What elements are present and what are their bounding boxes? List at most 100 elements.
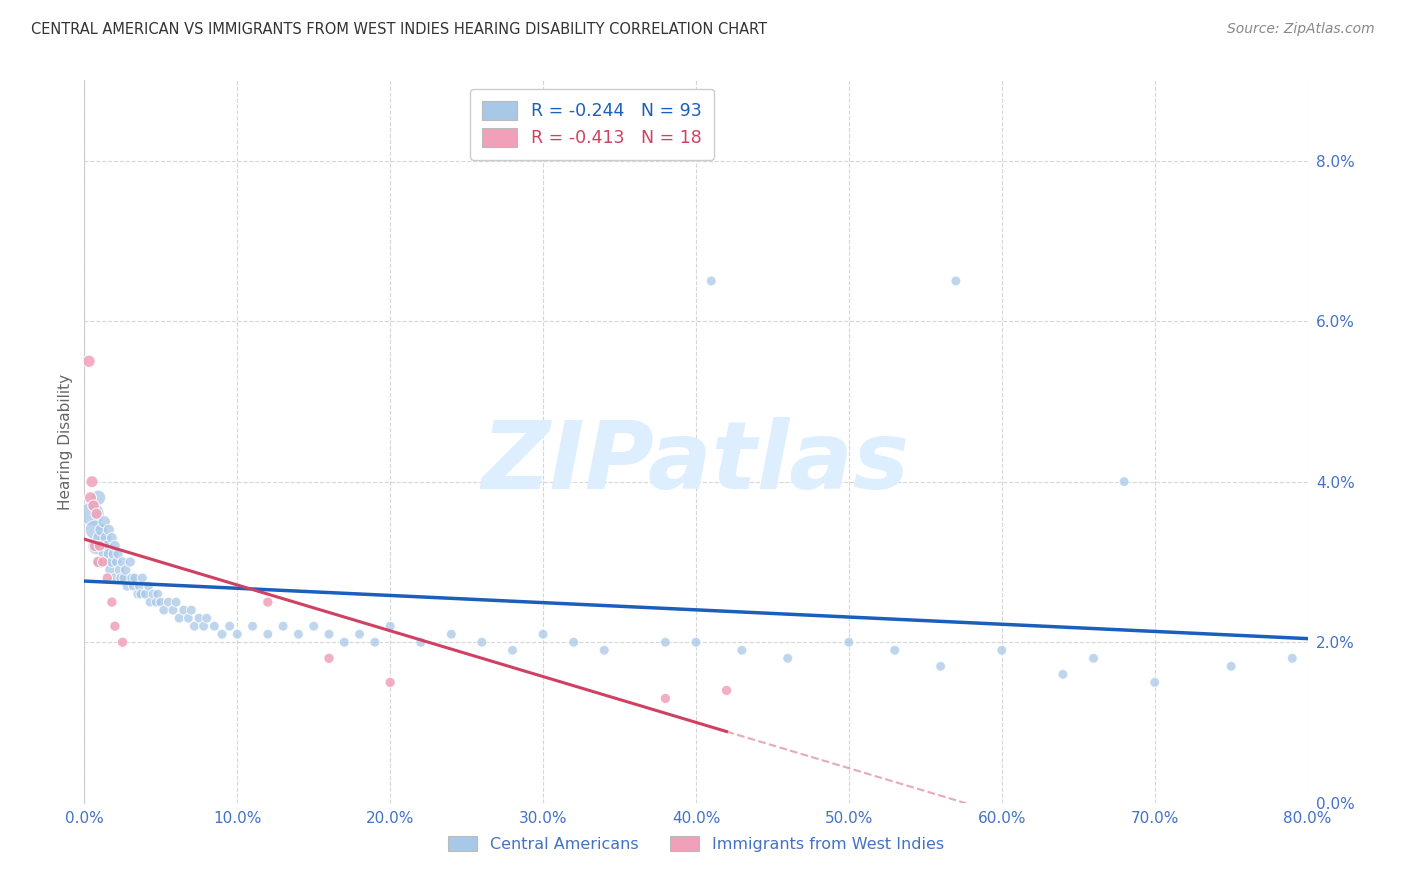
Point [929,659,952,673]
Point [139,595,162,609]
Point [380,619,402,633]
Point [122,579,145,593]
Point [838,635,860,649]
Point [195,611,218,625]
Point [180,603,202,617]
Point [128,579,150,593]
Point [115,579,138,593]
Point [1052,667,1074,681]
Point [97,523,120,537]
Point [84,523,107,537]
Point [409,635,432,649]
Point [87,491,110,505]
Point [945,274,967,288]
Point [380,675,402,690]
Point [183,619,205,633]
Point [349,627,371,641]
Point [153,603,176,617]
Point [80,475,103,489]
Point [211,627,233,641]
Point [93,547,115,561]
Point [101,595,124,609]
Point [89,555,111,569]
Point [1083,651,1105,665]
Point [83,499,105,513]
Point [318,627,340,641]
Point [91,555,114,569]
Point [90,523,112,537]
Point [105,555,128,569]
Point [124,571,146,585]
Point [96,571,118,585]
Point [131,571,153,585]
Point [188,611,211,625]
Point [731,643,754,657]
Point [471,635,494,649]
Point [333,635,356,649]
Point [685,635,707,649]
Point [80,507,103,521]
Point [364,635,387,649]
Point [98,563,121,577]
Point [120,555,142,569]
Point [77,354,100,368]
Point [84,539,107,553]
Point [104,571,127,585]
Point [104,539,127,553]
Point [654,691,676,706]
Point [96,539,118,553]
Point [173,603,195,617]
Point [157,595,180,609]
Legend: Central Americans, Immigrants from West Indies: Central Americans, Immigrants from West … [440,828,952,860]
Text: CENTRAL AMERICAN VS IMMIGRANTS FROM WEST INDIES HEARING DISABILITY CORRELATION C: CENTRAL AMERICAN VS IMMIGRANTS FROM WEST… [31,22,768,37]
Point [94,531,117,545]
Point [165,595,187,609]
Point [146,587,169,601]
Point [440,627,463,641]
Point [89,539,111,553]
Point [593,643,616,657]
Point [257,595,280,609]
Point [86,507,108,521]
Text: Source: ZipAtlas.com: Source: ZipAtlas.com [1227,22,1375,37]
Point [97,547,120,561]
Point [127,587,149,601]
Point [142,587,165,601]
Point [108,563,131,577]
Point [302,619,325,633]
Point [193,619,215,633]
Point [93,515,115,529]
Point [135,587,157,601]
Point [91,539,114,553]
Point [129,587,152,601]
Point [110,571,132,585]
Point [101,555,124,569]
Point [107,547,129,561]
Point [287,627,309,641]
Point [177,611,200,625]
Point [226,627,249,641]
Point [716,683,738,698]
Point [531,627,554,641]
Point [562,635,585,649]
Point [101,531,124,545]
Point [79,491,101,505]
Text: ZIPatlas: ZIPatlas [482,417,910,509]
Point [776,651,799,665]
Point [89,531,111,545]
Point [202,619,225,633]
Point [218,619,240,633]
Point [1114,475,1136,489]
Point [111,555,134,569]
Point [318,651,340,665]
Point [162,603,184,617]
Point [167,611,190,625]
Point [242,619,264,633]
Point [991,643,1014,657]
Point [87,555,110,569]
Point [1281,651,1303,665]
Point [502,643,524,657]
Point [111,635,134,649]
Point [883,643,905,657]
Point [86,539,108,553]
